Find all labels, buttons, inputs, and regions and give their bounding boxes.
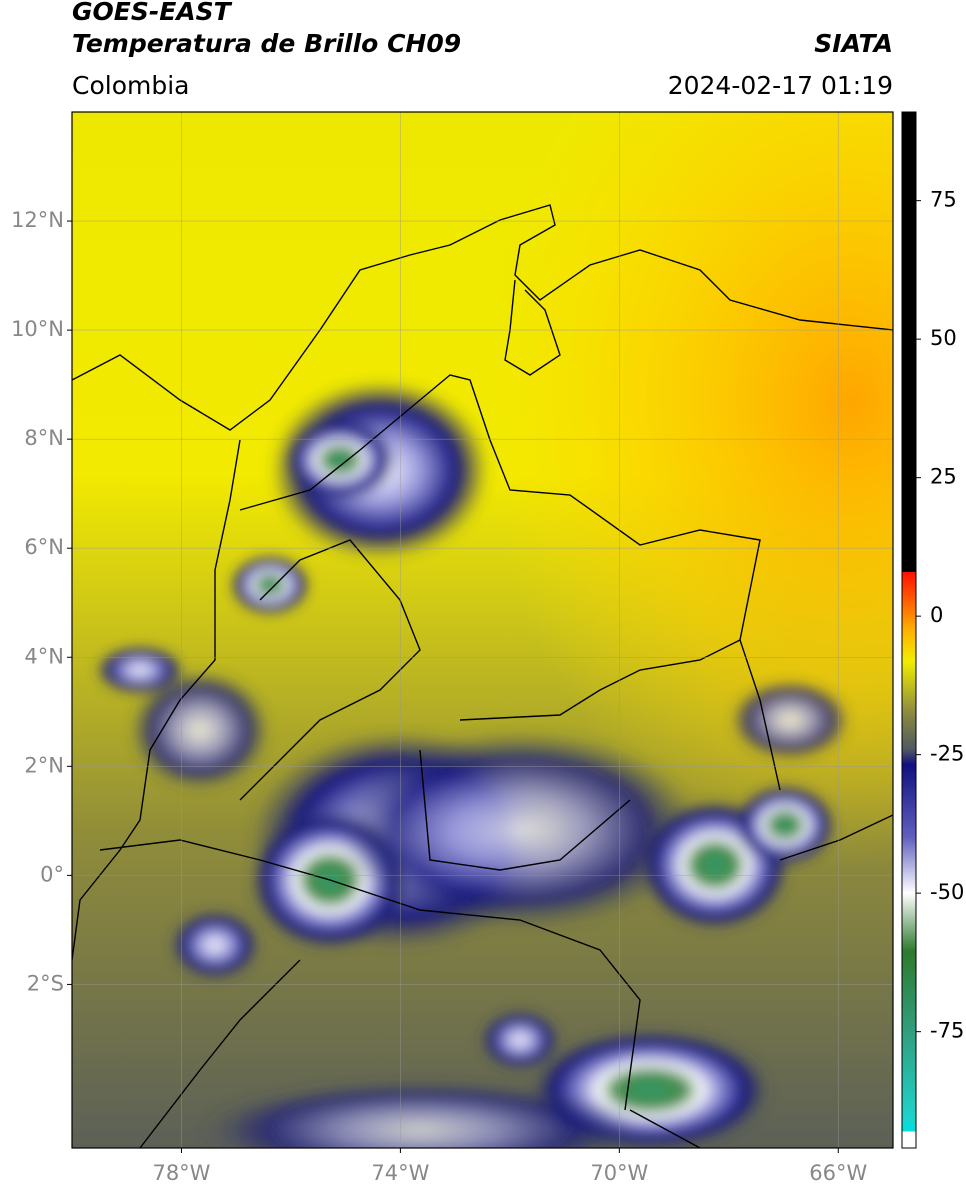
satellite-image [72,112,893,1148]
lat-tick-label: 8°N [24,426,64,450]
colorbar-tick-label: 75 [930,188,957,212]
lat-tick-label: 6°N [24,535,64,559]
map-frame [71,111,894,1149]
source: GOES-EAST [72,0,233,26]
colorbar-tick-label: -75 [930,1019,964,1043]
lon-tick-label: 78°W [152,1161,210,1185]
lat-tick-label: 4°N [24,644,64,668]
grid [72,112,893,1148]
colorbar-tick-label: -50 [930,880,964,904]
colorbar-tick-label: 50 [930,326,957,350]
colorbar-tick-label: 0 [930,603,943,627]
lon-tick-label: 70°W [590,1161,648,1185]
lon-tick-label: 74°W [371,1161,429,1185]
lon-tick-label: 66°W [809,1161,867,1185]
lat-tick-label: 12°N [11,208,64,232]
colorbar-tick-label: -25 [930,742,964,766]
lat-tick-label: 0° [40,862,64,886]
lat-tick-label: 2°N [24,753,64,777]
product: Temperatura de Brillo CH09 [72,29,461,58]
colorbar-tick-label: 25 [930,465,957,489]
colorbar [901,111,917,1149]
region: Colombia [72,71,189,100]
lat-tick-label: 10°N [11,317,64,341]
agency: SIATA [814,29,893,58]
lat-tick-label: 2°S [27,971,64,995]
datetime: 2024-02-17 01:19 [668,71,893,100]
